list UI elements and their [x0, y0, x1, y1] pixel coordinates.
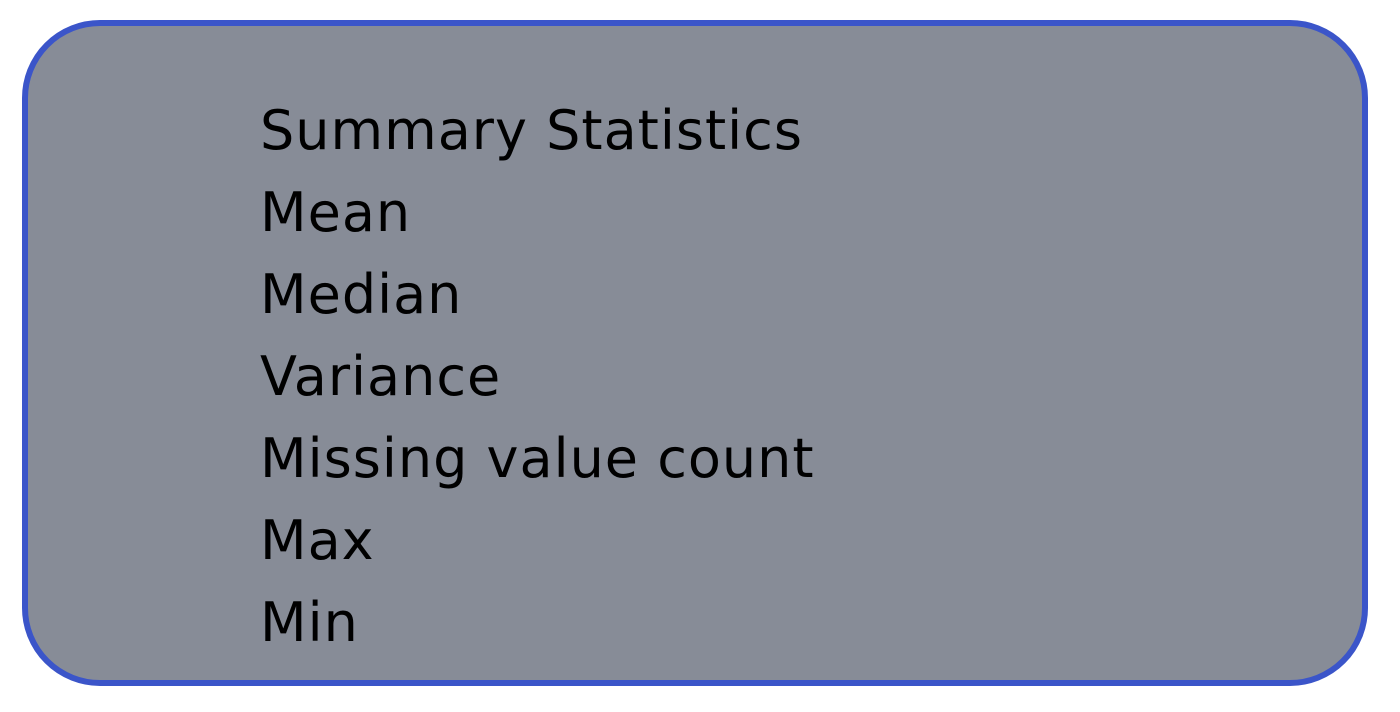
list-item-mean: Mean [260, 181, 412, 244]
list-item-missing-value-count: Missing value count [260, 427, 815, 490]
summary-statistics-card: Summary Statistics Mean Median Variance … [22, 20, 1368, 686]
card-title: Summary Statistics [260, 99, 803, 162]
list-item-min: Min [260, 591, 359, 654]
list-item-max: Max [260, 509, 375, 572]
list-item-median: Median [260, 263, 463, 326]
list-item-variance: Variance [260, 345, 502, 408]
statistics-list: Summary Statistics Mean Median Variance … [260, 90, 815, 664]
